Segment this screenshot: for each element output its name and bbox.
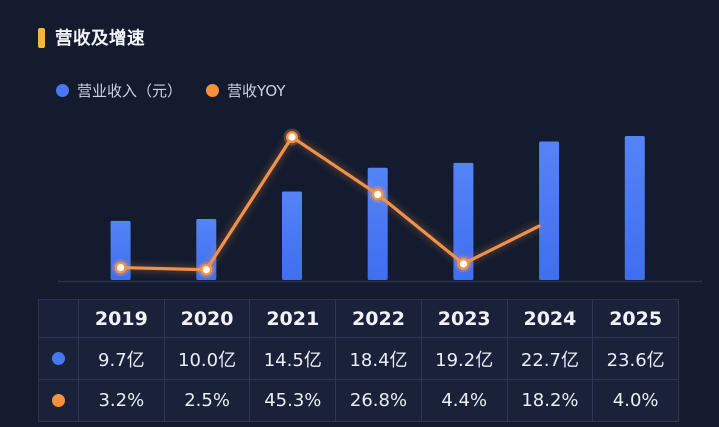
table-yoy-value-2024: 18.2% [507, 380, 594, 422]
table-revenue-value-2022: 18.4亿 [336, 338, 422, 380]
card-header: 营收及增速 [38, 25, 145, 50]
yoy-marker-2022 [369, 185, 387, 203]
yoy-marker-2021 [283, 128, 301, 146]
revenue-bar-2023 [453, 162, 474, 280]
table-year-header-2023: 2023 [421, 300, 508, 338]
table-year-header-2019: 2019 [79, 300, 165, 338]
table-year-header-2022: 2022 [336, 300, 422, 338]
legend-item-revenue[interactable]: 营业收入（元） [56, 80, 182, 101]
revenue-bar-2022 [367, 167, 388, 280]
revenue-bar-2024 [539, 141, 560, 280]
yoy-series-dot [52, 394, 65, 407]
table-year-header-2024: 2024 [507, 300, 594, 338]
table-yoy-dot-cell [39, 380, 79, 422]
yoy-marker-2020 [197, 261, 215, 279]
yoy-legend-dot [206, 84, 220, 97]
legend-item-yoy[interactable]: 营收YOY [206, 80, 286, 101]
table-year-header-2020: 2020 [164, 300, 251, 338]
revenue-series-dot [52, 352, 65, 365]
table-yoy-value-2021: 45.3% [250, 380, 337, 422]
revenue-legend-dot [56, 84, 69, 97]
yoy-legend-label: 营收YOY [227, 82, 286, 100]
revenue-bar-2025 [624, 136, 645, 280]
table-revenue-value-2024: 22.7亿 [507, 338, 594, 380]
data-table: 2019 2020 2021 2022 2023 2024 2025 9.7亿 10.0亿 14.… [38, 299, 679, 422]
revenue-bar-2021 [282, 191, 302, 280]
table-yoy-value-2022: 26.8% [336, 380, 422, 422]
table-corner-cell [39, 300, 79, 338]
table-revenue-value-2020: 10.0亿 [164, 338, 251, 380]
chart-legend: 营业收入（元） 营收YOY [56, 80, 286, 101]
table-revenue-value-2021: 14.5亿 [250, 338, 337, 380]
table-yoy-value-2020: 2.5% [164, 380, 251, 422]
title-accent-bar [38, 27, 45, 48]
yoy-marker-2023 [454, 255, 472, 273]
page-title: 营收及增速 [55, 29, 145, 49]
table-revenue-value-2025: 23.6亿 [593, 338, 679, 380]
yoy-line [118, 135, 541, 272]
table-year-header-2021: 2021 [250, 300, 337, 338]
table-revenue-dot-cell [39, 338, 79, 380]
table-year-header-2025: 2025 [593, 300, 679, 338]
revenue-legend-label: 营业收入（元） [77, 82, 183, 100]
table-yoy-value-2025: 4.0% [593, 380, 679, 422]
table-revenue-value-2023: 19.2亿 [421, 338, 508, 380]
yoy-marker-2019 [112, 259, 130, 277]
table-yoy-value-2019: 3.2% [79, 380, 165, 422]
table-yoy-value-2023: 4.4% [421, 380, 508, 422]
table-revenue-value-2019: 9.7亿 [79, 338, 165, 380]
